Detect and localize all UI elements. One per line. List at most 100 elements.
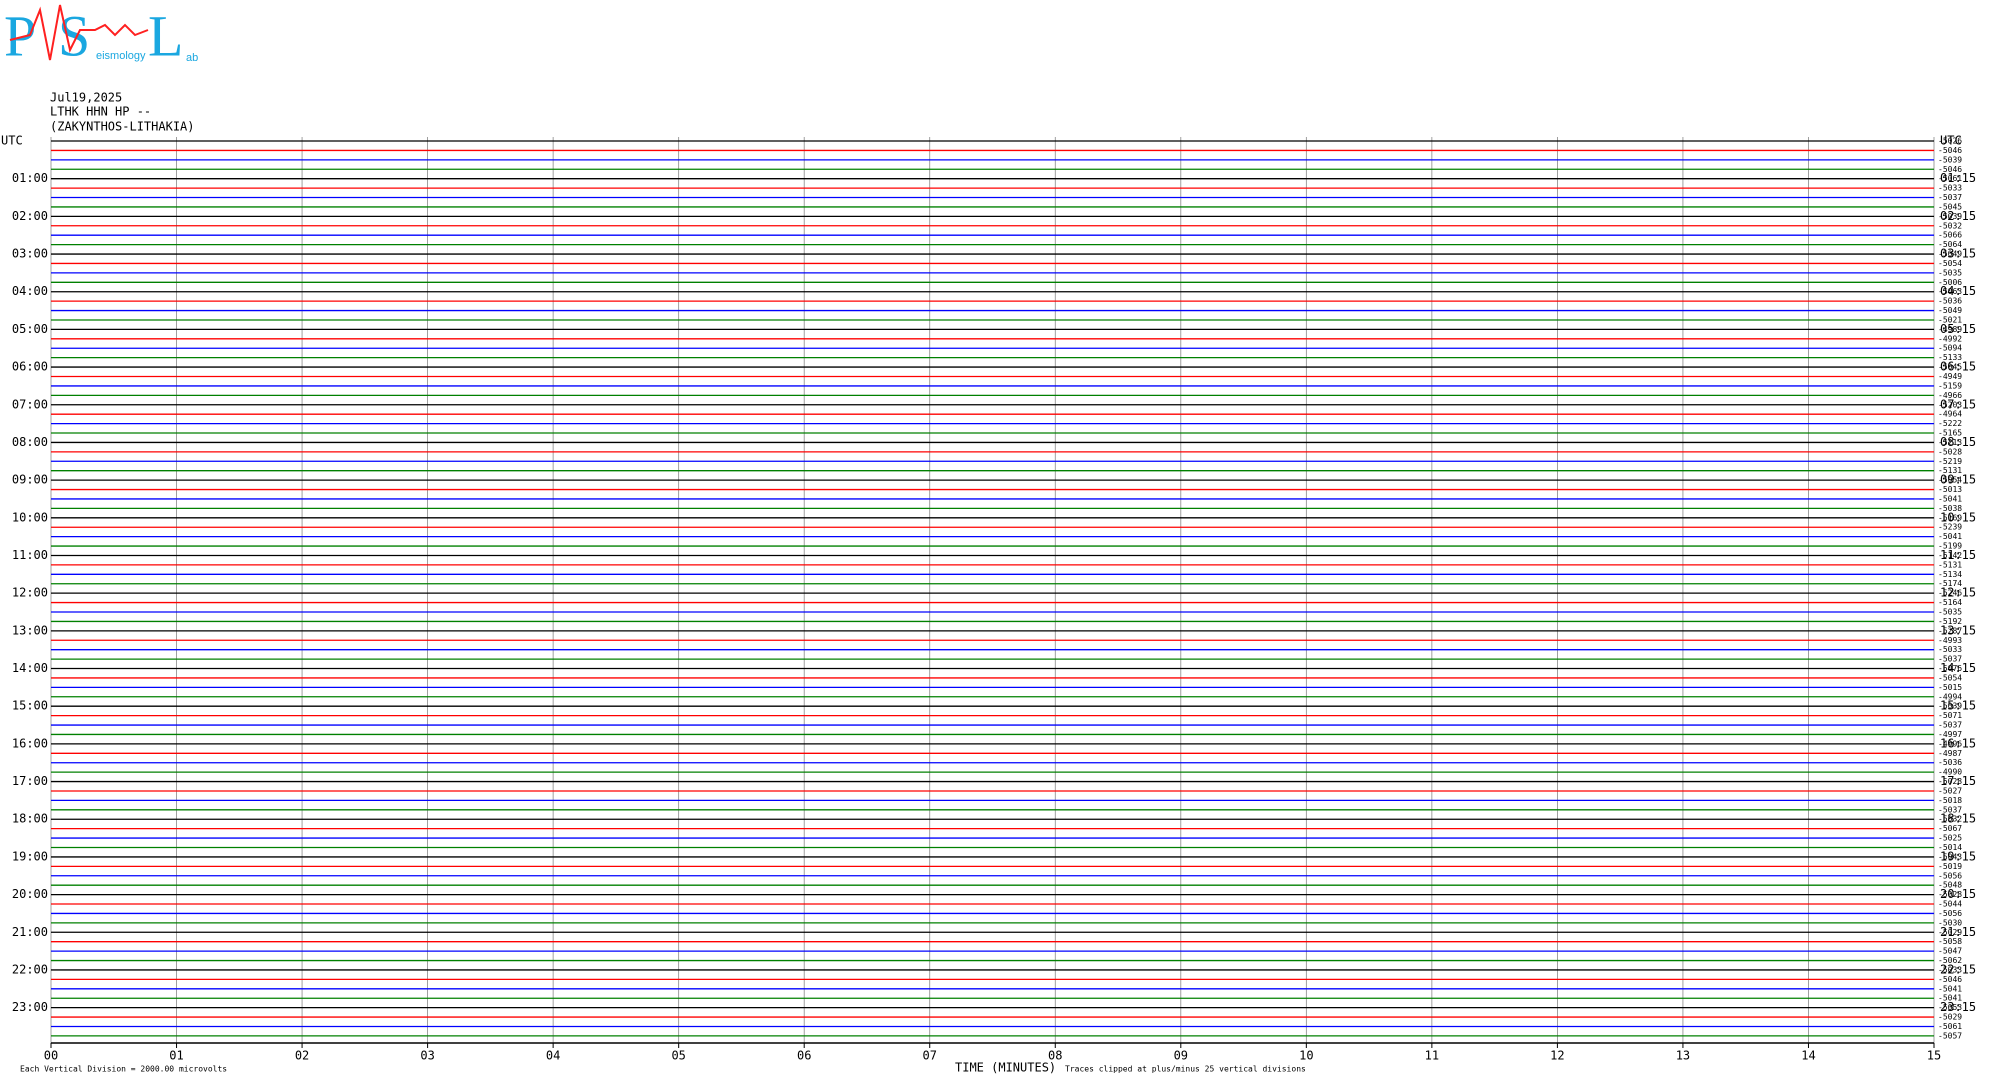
x-tick-label: 11 — [1425, 1049, 1439, 1063]
trace-offset: -5159 — [1938, 381, 1962, 390]
row-label-right: 14:15 — [1940, 661, 1976, 675]
trace-offset: -5133 — [1938, 353, 1962, 362]
trace-offset: -5006 — [1938, 278, 1962, 287]
trace-offset: -5165 — [1938, 429, 1962, 438]
row-label-left: 19:00 — [12, 849, 48, 863]
trace-offset: -5239 — [1938, 523, 1962, 532]
trace-offset: -4993 — [1938, 636, 1962, 645]
row-label-left: 22:00 — [12, 962, 48, 976]
row-label-right: 19:15 — [1940, 849, 1976, 863]
row-label-right: 23:15 — [1940, 1000, 1976, 1014]
row-label-left: 07:00 — [12, 397, 48, 411]
x-tick-label: 12 — [1550, 1049, 1564, 1063]
trace-offset: -5028 — [1938, 447, 1962, 456]
trace-offset: -5032 — [1938, 815, 1962, 824]
trace-offset: -5061 — [1938, 174, 1962, 183]
trace-offset: -5029 — [1938, 928, 1962, 937]
x-tick-label: 02 — [295, 1049, 309, 1063]
row-label-left: 23:00 — [12, 1000, 48, 1014]
logo-tail: ab — [186, 52, 198, 64]
trace-offset: -5054 — [1938, 259, 1962, 268]
trace-offset: -5199 — [1938, 542, 1962, 551]
trace-offset: -5041 — [1938, 994, 1962, 1003]
trace-offset: -5048 — [1938, 881, 1962, 890]
row-label-right: 10:15 — [1940, 510, 1976, 524]
x-tick-label: 08 — [1048, 1049, 1062, 1063]
x-tick-label: 13 — [1676, 1049, 1690, 1063]
trace-offset: -5131 — [1938, 466, 1962, 475]
header-line: LTHK HHN HP -- — [50, 105, 151, 119]
trace-offset: -5039 — [1938, 212, 1962, 221]
x-tick-label: 03 — [420, 1049, 434, 1063]
row-label-left: 21:00 — [12, 925, 48, 939]
trace-offset: -5013 — [1938, 485, 1962, 494]
row-label-right: 08:15 — [1940, 435, 1976, 449]
trace-offset: -5064 — [1938, 240, 1962, 249]
trace-offset: -5071 — [1938, 711, 1962, 720]
row-label-left: 17:00 — [12, 774, 48, 788]
trace-offset: -4966 — [1938, 391, 1962, 400]
trace-offset: -5213 — [1938, 438, 1962, 447]
row-label-right: 04:15 — [1940, 284, 1976, 298]
logo-letter: L — [148, 3, 183, 68]
trace-offset: -5203 — [1938, 400, 1962, 409]
row-label-left: 12:00 — [12, 586, 48, 600]
row-label-right: 12:15 — [1940, 586, 1976, 600]
trace-offset: -4949 — [1938, 372, 1962, 381]
trace-offset: -5015 — [1938, 683, 1962, 692]
trace-offset: -5058 — [1938, 937, 1962, 946]
row-label-left: 10:00 — [12, 510, 48, 524]
logo-letter: S — [58, 3, 90, 68]
row-label-right: 16:15 — [1940, 736, 1976, 750]
row-label-right: 02:15 — [1940, 209, 1976, 223]
trace-offset: -5018 — [1938, 796, 1962, 805]
row-label-left: 01:00 — [12, 171, 48, 185]
row-label-right: UTC — [1940, 134, 1962, 148]
trace-offset: -5041 — [1938, 532, 1962, 541]
trace-offset: -5036 — [1938, 758, 1962, 767]
trace-offset: -4992 — [1938, 334, 1962, 343]
trace-offset: -5287 — [1938, 626, 1962, 635]
trace-offset: -5192 — [1938, 617, 1962, 626]
x-axis-label: TIME (MINUTES) — [955, 1061, 1056, 1075]
row-label-right: 09:15 — [1940, 473, 1976, 487]
row-label-right: 18:15 — [1940, 812, 1976, 826]
trace-offset: -4994 — [1938, 692, 1962, 701]
x-tick-label: 14 — [1801, 1049, 1815, 1063]
trace-offset: -5039 — [1938, 702, 1962, 711]
trace-offset: -5066 — [1938, 231, 1962, 240]
trace-offset: -5027 — [1938, 786, 1962, 795]
trace-offset: -5037 — [1938, 805, 1962, 814]
row-label-right: 22:15 — [1940, 962, 1976, 976]
trace-offset: -5036 — [1938, 297, 1962, 306]
trace-offset: -5056 — [1938, 909, 1962, 918]
trace-offset: -5019 — [1938, 862, 1962, 871]
trace-offset: -5094 — [1938, 344, 1962, 353]
trace-offset: -5062 — [1938, 956, 1962, 965]
row-label-right: 05:15 — [1940, 322, 1976, 336]
row-label-left: 15:00 — [12, 699, 48, 713]
trace-offset: -5164 — [1938, 598, 1962, 607]
trace-offset: -5046 — [1938, 975, 1962, 984]
row-label-right: 03:15 — [1940, 247, 1976, 261]
trace-offset: -5054 — [1938, 673, 1962, 682]
x-tick-label: 09 — [1174, 1049, 1188, 1063]
trace-offset: -5056 — [1938, 871, 1962, 880]
trace-offset: -5033 — [1938, 965, 1962, 974]
trace-offset: -5033 — [1938, 645, 1962, 654]
trace-offset: -5021 — [1938, 315, 1962, 324]
trace-offset: -5026 — [1938, 137, 1962, 146]
trace-offset: -5043 — [1938, 852, 1962, 861]
trace-offset: -5054 — [1938, 476, 1962, 485]
trace-offset: -5035 — [1938, 268, 1962, 277]
row-label-left: 11:00 — [12, 548, 48, 562]
row-label-left: 03:00 — [12, 247, 48, 261]
trace-offset: -5169 — [1938, 513, 1962, 522]
row-label-right: 17:15 — [1940, 774, 1976, 788]
row-label-left: 02:00 — [12, 209, 48, 223]
trace-offset: -4997 — [1938, 730, 1962, 739]
row-label-right: 11:15 — [1940, 548, 1976, 562]
trace-offset: -5039 — [1938, 155, 1962, 164]
trace-offset: -4964 — [1938, 410, 1962, 419]
